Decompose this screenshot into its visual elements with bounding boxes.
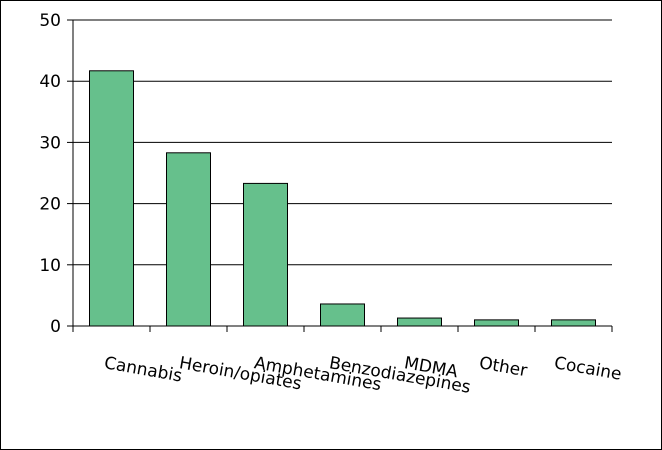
gridlines xyxy=(73,19,612,266)
y-tick-label: 20 xyxy=(39,195,61,215)
x-ticks xyxy=(72,326,613,332)
bar-heroin-opiates xyxy=(166,152,211,327)
bar-mdma xyxy=(397,317,442,327)
category-labels: CannabisHeroin/opiatesAmphetaminesBenzod… xyxy=(103,353,623,398)
bar-cannabis xyxy=(89,70,134,327)
y-ticks: 0 10 20 30 40 50 xyxy=(39,11,73,337)
y-tick-label: 30 xyxy=(39,133,61,153)
y-tick-label: 10 xyxy=(39,256,61,276)
bar-amphetamines xyxy=(243,182,288,327)
y-tick-label: 50 xyxy=(39,11,61,31)
bar-benzodiazepines xyxy=(320,303,365,327)
x-category-label: Cannabis xyxy=(103,353,184,386)
y-tick-label: 0 xyxy=(50,317,61,337)
x-category-label: Cocaine xyxy=(553,353,623,385)
bar-cocaine xyxy=(551,319,596,327)
x-category-label: Other xyxy=(478,353,529,381)
y-tick-label: 40 xyxy=(39,72,61,92)
bars xyxy=(89,70,596,327)
bar-other xyxy=(474,319,519,327)
